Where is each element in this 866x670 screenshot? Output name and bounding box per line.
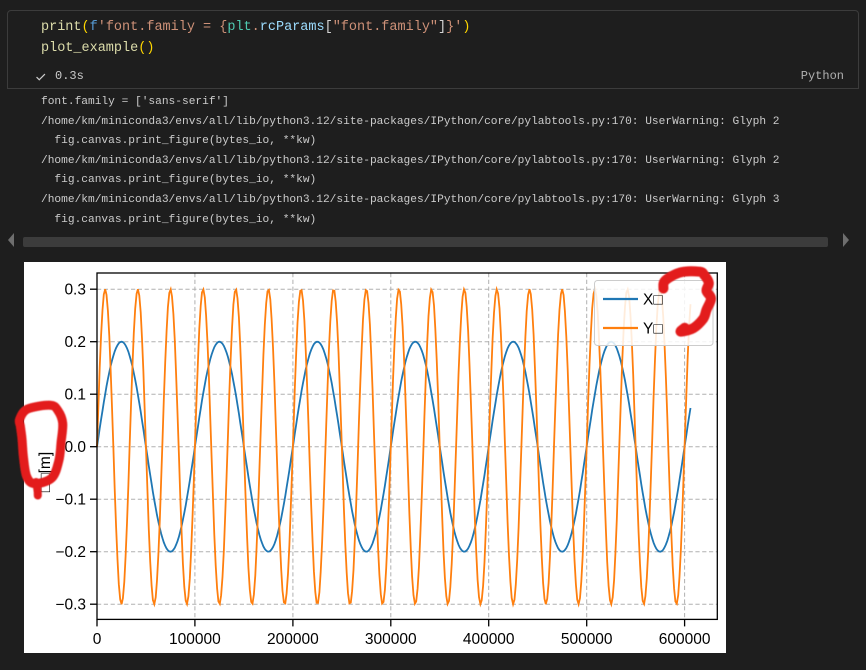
svg-text:200000: 200000: [267, 631, 319, 648]
svg-text:Y□: Y□: [643, 321, 663, 338]
svg-text:X□: X□: [643, 292, 663, 309]
svg-text:100000: 100000: [169, 631, 221, 648]
svg-text:0.2: 0.2: [64, 334, 86, 351]
svg-text:−0.2: −0.2: [55, 544, 86, 561]
svg-text:□□[m]: □□[m]: [37, 452, 54, 492]
svg-text:−0.1: −0.1: [55, 492, 86, 509]
svg-text:500000: 500000: [561, 631, 613, 648]
svg-text:−0.3: −0.3: [55, 597, 86, 614]
svg-text:0.1: 0.1: [64, 387, 86, 404]
svg-text:0.0: 0.0: [64, 439, 86, 456]
svg-text:400000: 400000: [463, 631, 515, 648]
svg-text:600000: 600000: [659, 631, 711, 648]
svg-text:300000: 300000: [365, 631, 417, 648]
svg-text:0: 0: [93, 631, 102, 648]
svg-text:0.3: 0.3: [64, 282, 86, 299]
